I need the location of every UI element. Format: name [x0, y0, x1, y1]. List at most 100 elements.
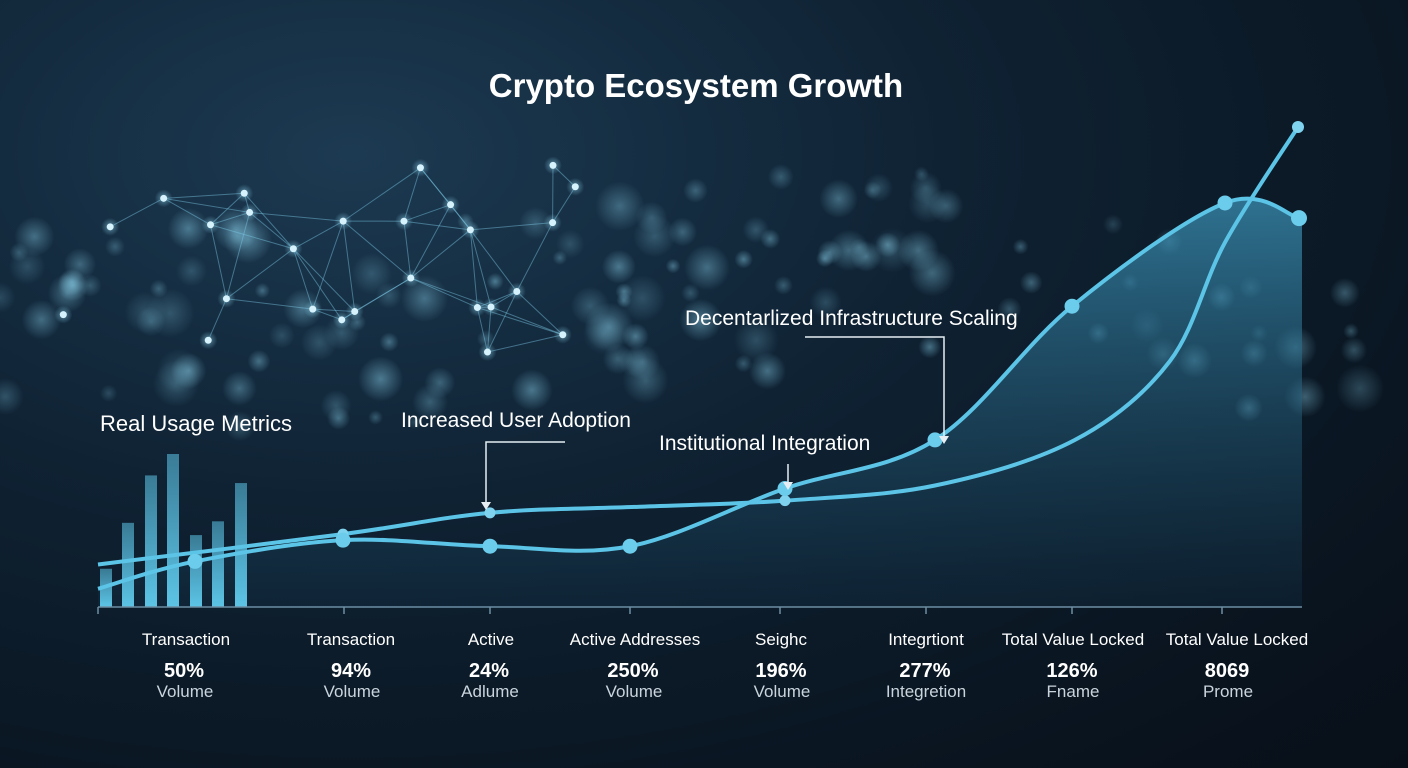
bokeh-dot: [63, 248, 97, 281]
bokeh-dot: [1012, 239, 1029, 255]
bokeh-dot: [221, 370, 257, 406]
network-link: [516, 222, 554, 292]
category-sublabel: Fname: [1047, 682, 1100, 701]
category-value: 24%: [469, 660, 509, 682]
network-link: [210, 224, 294, 250]
bokeh-dot: [908, 184, 948, 224]
network-node: [289, 245, 297, 253]
curve-points: [187, 121, 1307, 569]
lower-curve-point: [1217, 195, 1233, 211]
network-link: [292, 248, 343, 321]
bokeh-dot: [379, 332, 399, 352]
category-label: Transaction: [307, 630, 395, 649]
bokeh-dot: [268, 322, 295, 349]
category-value: 250%: [607, 660, 658, 682]
bokeh-dot: [9, 242, 29, 262]
bokeh-dot: [618, 346, 649, 377]
lower-curve-point: [482, 538, 498, 554]
network-link: [249, 212, 294, 250]
network-node: [309, 305, 317, 313]
network-link: [470, 222, 553, 231]
bokeh-dot: [1102, 214, 1124, 235]
bokeh-dot: [300, 324, 338, 361]
network-link: [312, 220, 344, 310]
network-node: [222, 295, 230, 303]
category-value: 126%: [1046, 660, 1097, 682]
category-sublabel: Volume: [754, 682, 811, 701]
upper-curve-point: [484, 507, 496, 519]
network-node: [204, 336, 212, 344]
bokeh-dot: [1343, 323, 1359, 339]
category-sublabel: Integretion: [886, 682, 966, 701]
bokeh-dot: [170, 352, 207, 389]
category-sublabel: Prome: [1203, 682, 1253, 701]
network-link: [225, 212, 251, 299]
bokeh-dot: [997, 297, 1022, 322]
network-node: [400, 217, 408, 225]
bokeh-dot: [601, 249, 636, 284]
category-labels: Transaction50%VolumeTransaction94%Volume…: [142, 630, 1308, 701]
network-link: [410, 229, 471, 279]
network-node: [466, 226, 474, 234]
bokeh-dot: [375, 282, 402, 309]
bokeh-dot: [683, 178, 708, 203]
growth-area: [98, 198, 1302, 607]
network-link: [354, 277, 412, 312]
bokeh-dot: [254, 282, 271, 299]
network-link: [293, 248, 356, 312]
category-label: Seighc: [755, 630, 807, 649]
bokeh-dot: [1336, 364, 1385, 413]
network-link: [410, 277, 478, 308]
network-link: [210, 224, 227, 299]
x-axis-ticks: [97, 607, 1223, 614]
network-node: [549, 161, 557, 169]
network-node: [416, 164, 424, 172]
bokeh-dot: [0, 282, 16, 313]
inset-label: Real Usage Metrics: [100, 411, 292, 436]
bokeh-dot: [224, 411, 256, 442]
lower-curve-point: [187, 553, 203, 569]
bokeh-dot: [21, 299, 62, 340]
bokeh-dot: [149, 279, 168, 298]
growth-curve-lower: [97, 196, 1300, 591]
bokeh-dot: [913, 166, 929, 182]
bokeh-dot: [1329, 277, 1360, 308]
category-sublabel: Volume: [324, 682, 381, 701]
bokeh-dot: [869, 227, 915, 273]
bokeh-dot: [518, 206, 552, 240]
category-value: 277%: [899, 660, 950, 682]
network-link: [226, 248, 294, 300]
network-node: [407, 274, 415, 282]
bokeh-dot: [748, 352, 787, 390]
category-value: 196%: [755, 660, 806, 682]
bokeh-dot: [511, 369, 553, 411]
category-sublabel: Adlume: [461, 682, 519, 701]
bokeh-dot: [815, 249, 834, 268]
bokeh-dot: [733, 317, 779, 363]
inset-bar: [167, 454, 179, 607]
network-link: [403, 220, 471, 231]
bokeh-dot: [555, 229, 585, 259]
network-link: [292, 248, 314, 310]
growth-curve-upper: [97, 125, 1300, 567]
network-link: [342, 167, 421, 222]
network-node: [160, 194, 168, 202]
network-link: [249, 211, 344, 222]
bokeh-dot: [767, 163, 794, 190]
network-link: [403, 167, 421, 222]
network-link: [293, 220, 344, 250]
category-value: 8069: [1205, 660, 1250, 682]
network-node: [487, 303, 495, 311]
chart-title: Crypto Ecosystem Growth: [489, 67, 903, 104]
bokeh-dot: [734, 249, 753, 269]
bokeh-dot: [679, 298, 723, 342]
network-link: [403, 221, 412, 279]
network-node: [246, 208, 254, 216]
annotation-institutional: Institutional Integration: [659, 432, 870, 490]
network-link: [226, 298, 313, 310]
bokeh-dot: [327, 406, 351, 430]
bokeh-dot: [665, 258, 681, 274]
lower-curve-point: [927, 432, 943, 448]
network-link: [469, 229, 492, 308]
lower-curve-point: [1291, 210, 1307, 227]
